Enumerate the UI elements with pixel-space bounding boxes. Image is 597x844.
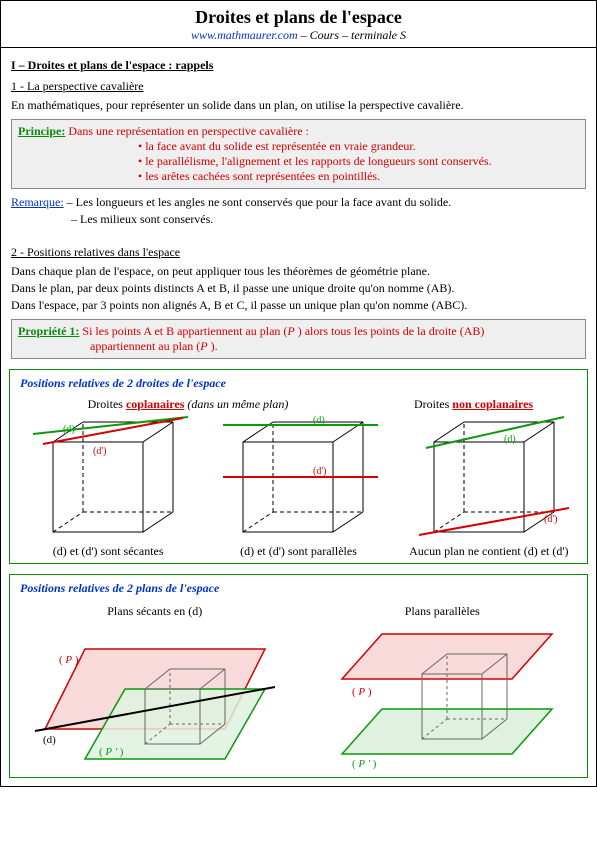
svg-text:(d'): (d') xyxy=(544,514,557,525)
cop-suf: (dans un même plan) xyxy=(184,397,288,411)
fig1-cap3: Aucun plan ne contient (d) et (d') xyxy=(404,544,574,559)
prop-label: Propriété 1: xyxy=(18,324,79,338)
section-1: I – Droites et plans de l'espace : rappe… xyxy=(1,48,596,359)
svg-text:(d): (d) xyxy=(313,415,325,426)
fig1-cube2: (d) (d') (d) et (d') sont parallèles xyxy=(213,412,383,559)
p2c: Dans l'espace, par 3 points non alignés … xyxy=(11,298,586,313)
svg-text:(d): (d) xyxy=(43,734,56,746)
svg-text:( P ): ( P ) xyxy=(352,686,372,698)
principe-box: Principe: Dans une représentation en per… xyxy=(11,119,586,189)
header: Droites et plans de l'espace www.mathmau… xyxy=(1,1,596,48)
prop-p2: P xyxy=(200,339,207,353)
p2a: Dans chaque plan de l'espace, on peut ap… xyxy=(11,264,586,279)
subtitle: www.mathmaurer.com – Cours – terminale S xyxy=(5,28,592,43)
principe-intro: Dans une représentation en perspective c… xyxy=(68,124,309,138)
para-intro: En mathématiques, pour représenter un so… xyxy=(11,98,586,113)
prop-p1: P xyxy=(287,324,294,338)
fig1-cube1: (d) (d') (d) et (d') sont sécantes xyxy=(23,412,193,559)
figure-panel-droites: Positions relatives de 2 droites de l'es… xyxy=(9,369,588,564)
fig2-left: Plans sécants en (d) (d) xyxy=(20,604,290,769)
prop-l1: Si les points A et B appartiennent au pl… xyxy=(82,324,287,338)
p2b: Dans le plan, par deux points distincts … xyxy=(11,281,586,296)
fig1-cap2: (d) et (d') sont parallèles xyxy=(213,544,383,559)
subtitle-suffix: – Cours – terminale S xyxy=(298,28,406,42)
rem2: – Les milieux sont conservés. xyxy=(11,212,586,227)
cop-pre: Droites xyxy=(88,397,126,411)
dp-label: (d') xyxy=(93,446,106,457)
fig1-cap1: (d) et (d') sont sécantes xyxy=(23,544,193,559)
prop-l3: appartiennent au plan ( xyxy=(90,339,200,353)
rem1: – Les longueurs et les angles ne sont co… xyxy=(64,195,452,209)
fig1-row: (d) (d') (d) et (d') sont sécantes xyxy=(16,412,581,559)
site-link[interactable]: www.mathmaurer.com xyxy=(191,28,298,42)
fig1-cube3: (d) (d') Aucun plan ne contient (d) et (… xyxy=(404,412,574,559)
fig2-right: Plans parallèles ( P ) ( P ' ) xyxy=(308,604,578,769)
svg-text:( P ): ( P ) xyxy=(59,654,79,666)
prop-l2: ) alors tous les points de la droite (AB… xyxy=(295,324,485,338)
propriete-box: Propriété 1: Si les points A et B appart… xyxy=(11,319,586,359)
figure-panel-plans: Positions relatives de 2 plans de l'espa… xyxy=(9,574,588,778)
heading-1-2: 2 - Positions relatives dans l'espace xyxy=(11,245,586,260)
cop-kw: coplanaires xyxy=(126,397,184,411)
heading-1-1: 1 - La perspective cavalière xyxy=(11,79,586,94)
svg-text:( P ' ): ( P ' ) xyxy=(99,746,124,758)
fig2-title: Positions relatives de 2 plans de l'espa… xyxy=(20,581,581,596)
fig2-cap1: Plans sécants en (d) xyxy=(20,604,290,619)
noncop-kw: non coplanaires xyxy=(452,397,533,411)
fig1-title: Positions relatives de 2 droites de l'es… xyxy=(20,376,581,391)
remarque-label: Remarque: xyxy=(11,195,64,209)
page: Droites et plans de l'espace www.mathmau… xyxy=(0,0,597,787)
remarque: Remarque: – Les longueurs et les angles … xyxy=(11,195,586,210)
principe-b1: • la face avant du solide est représenté… xyxy=(138,139,579,154)
principe-label: Principe: xyxy=(18,124,65,138)
svg-text:( P ' ): ( P ' ) xyxy=(352,758,377,769)
noncop-pre: Droites xyxy=(414,397,452,411)
d-label: (d) xyxy=(63,424,75,435)
principe-b3: • les arêtes cachées sont représentées e… xyxy=(138,169,579,184)
principe-b2: • le parallélisme, l'alignement et les r… xyxy=(138,154,579,169)
svg-text:(d'): (d') xyxy=(313,466,326,477)
prop-l4: ). xyxy=(208,339,218,353)
heading-1: I – Droites et plans de l'espace : rappe… xyxy=(11,58,586,73)
fig2-cap2: Plans parallèles xyxy=(308,604,578,619)
page-title: Droites et plans de l'espace xyxy=(5,7,592,28)
svg-text:(d): (d) xyxy=(504,434,516,445)
